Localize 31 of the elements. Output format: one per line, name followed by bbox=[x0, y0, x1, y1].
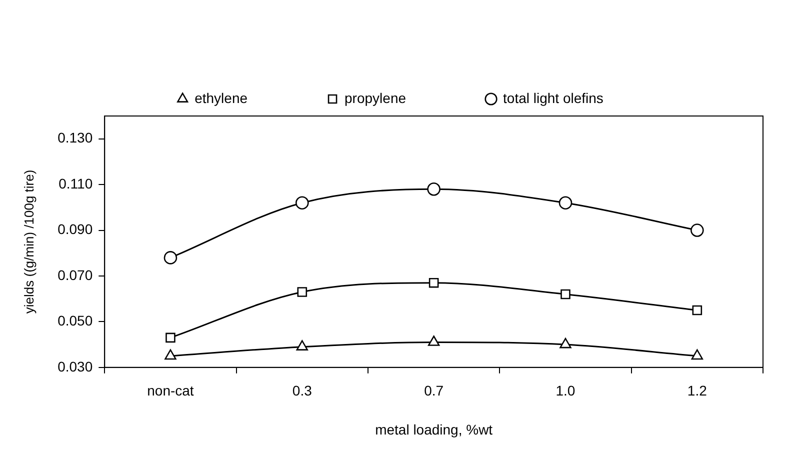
x-tick-label: 0.3 bbox=[292, 382, 312, 399]
y-tick-label: 0.030 bbox=[58, 358, 93, 374]
legend-label: propylene bbox=[344, 90, 406, 106]
y-tick-label: 0.110 bbox=[58, 175, 93, 192]
point bbox=[295, 196, 309, 210]
point bbox=[428, 336, 440, 346]
point bbox=[427, 182, 440, 196]
point bbox=[297, 287, 308, 297]
x-tick-label: 1.0 bbox=[556, 382, 576, 399]
point bbox=[691, 349, 704, 360]
point bbox=[692, 305, 702, 316]
y-tick-label: 0.070 bbox=[58, 266, 93, 283]
x-axis-title: metal loading, %wt bbox=[375, 421, 493, 438]
point bbox=[558, 196, 572, 210]
point bbox=[560, 289, 570, 300]
point bbox=[164, 251, 178, 264]
x-tick-label: 0.7 bbox=[424, 382, 444, 399]
y-tick-label: 0.050 bbox=[58, 312, 93, 329]
y-axis-title: yields ((g/min) /100g tire) bbox=[21, 170, 36, 314]
legend-label: total light olefins bbox=[503, 90, 604, 106]
x-tick-label: 1.2 bbox=[687, 382, 708, 399]
y-tick-label: 0.090 bbox=[58, 221, 93, 238]
point bbox=[428, 278, 439, 288]
legend-label: ethylene bbox=[194, 90, 248, 106]
point bbox=[164, 349, 176, 360]
point bbox=[690, 224, 704, 237]
point bbox=[560, 338, 572, 348]
point bbox=[166, 332, 176, 343]
x-tick-label: non-cat bbox=[147, 382, 194, 399]
y-tick-label: 0.130 bbox=[58, 130, 93, 146]
point bbox=[296, 340, 308, 350]
